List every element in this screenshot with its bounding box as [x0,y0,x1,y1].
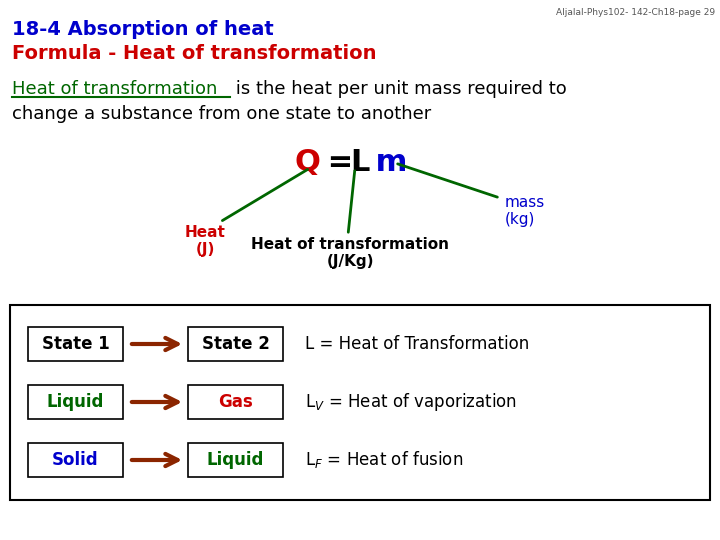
Text: =: = [317,148,364,177]
Text: L = Heat of Transformation: L = Heat of Transformation [305,335,529,353]
Text: Formula - Heat of transformation: Formula - Heat of transformation [12,44,377,63]
Text: Heat of transformation: Heat of transformation [12,80,217,98]
Text: Aljalal-Phys102- 142-Ch18-page 29: Aljalal-Phys102- 142-Ch18-page 29 [556,8,715,17]
Bar [28,327,123,361]
Text: Q: Q [295,148,321,177]
Text: change a substance from one state to another: change a substance from one state to ano… [12,105,431,123]
Text: State 2: State 2 [202,335,269,353]
Bar [28,443,123,477]
Bar [10,305,710,500]
Text: m: m [365,148,408,177]
Bar [188,385,283,419]
Text: Solid: Solid [52,451,99,469]
Text: L: L [350,148,369,177]
Bar [28,385,123,419]
Text: L$_F$ = Heat of fusion: L$_F$ = Heat of fusion [305,449,463,470]
Text: Liquid: Liquid [47,393,104,411]
Text: Gas: Gas [218,393,253,411]
Text: 18-4 Absorption of heat: 18-4 Absorption of heat [12,20,274,39]
Text: Heat of transformation
(J/Kg): Heat of transformation (J/Kg) [251,237,449,269]
Text: L$_V$ = Heat of vaporization: L$_V$ = Heat of vaporization [305,391,517,413]
Text: Liquid: Liquid [207,451,264,469]
Text: is the heat per unit mass required to: is the heat per unit mass required to [230,80,567,98]
Bar [188,327,283,361]
Text: Heat
(J): Heat (J) [184,225,225,258]
Text: mass
(kg): mass (kg) [505,195,545,227]
Bar [188,443,283,477]
Text: State 1: State 1 [42,335,109,353]
